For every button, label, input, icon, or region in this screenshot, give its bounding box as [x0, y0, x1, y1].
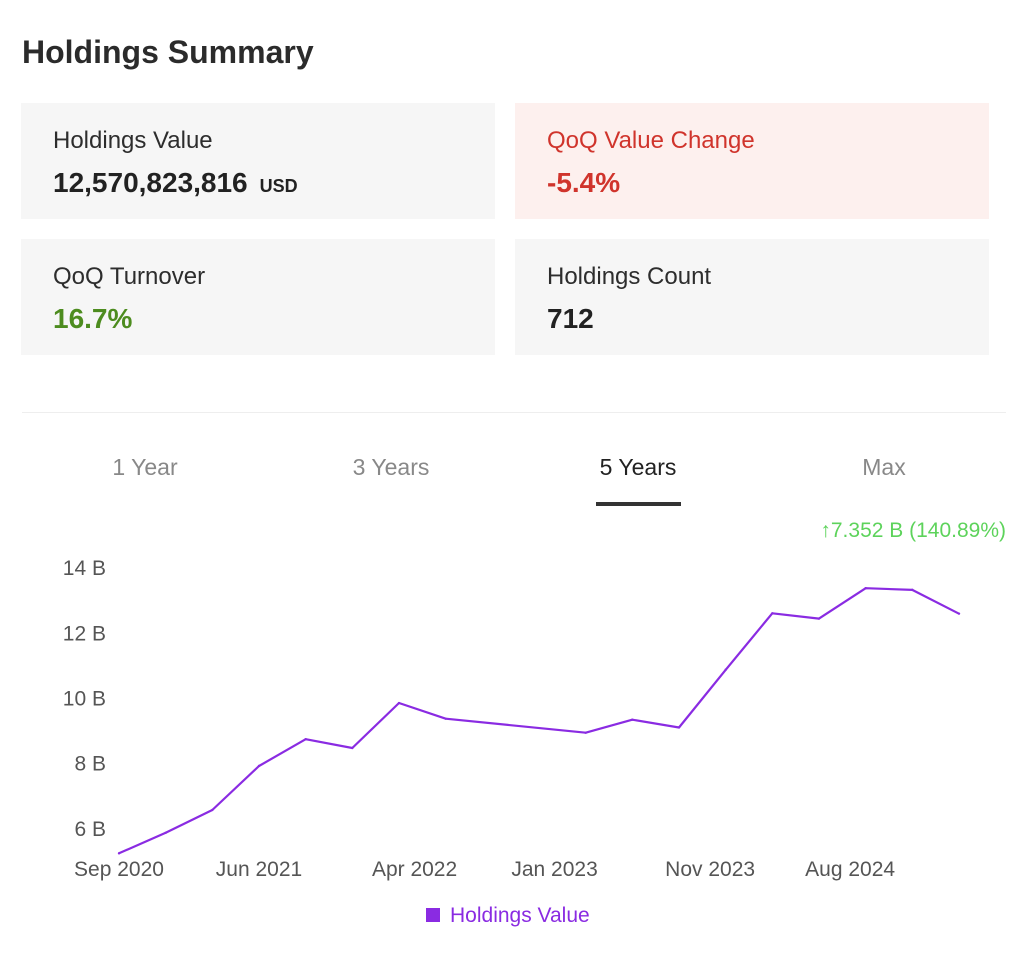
data-point — [444, 717, 447, 720]
holdings-value-chart: 6 B 8 B 10 B 12 B 14 B Sep 2020 Jun 2021 Apr 20… — [63, 557, 961, 881]
qoq-value-change-label: QoQ Value Change — [547, 127, 755, 154]
data-point — [304, 738, 307, 741]
qoq-turnover-label: QoQ Turnover — [53, 263, 206, 290]
data-point — [164, 831, 167, 835]
y-tick-label: 14 B — [63, 557, 106, 580]
holdings-value-unit: USD — [259, 176, 298, 196]
holdings-value-label: Holdings Value — [53, 127, 213, 154]
qoq-value-change-card: QoQ Value Change -5.4% — [515, 103, 989, 219]
qoq-value-change-value: -5.4% — [547, 167, 621, 198]
legend-label: Holdings Value — [450, 904, 590, 927]
section-divider — [22, 412, 1006, 413]
y-tick-label: 10 B — [63, 687, 106, 710]
tab-1-year[interactable]: 1 Year — [112, 454, 178, 480]
series-line-holdings-value — [118, 587, 960, 855]
x-tick-label: Aug 2024 — [805, 858, 895, 881]
data-point — [817, 617, 821, 620]
x-tick-label: Sep 2020 — [74, 858, 164, 881]
tab-3-years[interactable]: 3 Years — [352, 454, 430, 480]
page-title: Holdings Summary — [22, 34, 314, 70]
data-point — [957, 612, 961, 615]
data-point — [911, 588, 914, 592]
data-point — [864, 587, 867, 590]
holdings-value-amount: 12,570,823,816 USD — [53, 167, 463, 202]
holdings-value-card: Holdings Value 12,570,823,816 USD — [21, 103, 495, 219]
active-tab-indicator — [596, 502, 681, 506]
x-tick-label: Nov 2023 — [665, 858, 755, 881]
tab-5-years[interactable]: 5 Years — [599, 454, 677, 480]
data-point — [211, 808, 214, 812]
qoq-turnover-value: 16.7% — [53, 303, 133, 334]
qoq-turnover-card: QoQ Turnover 16.7% — [21, 239, 495, 355]
x-tick-label: Jan 2023 — [511, 858, 597, 881]
data-point — [724, 668, 727, 671]
y-tick-label: 6 B — [74, 818, 106, 841]
holdings-count-card: Holdings Count 712 — [515, 239, 989, 355]
y-tick-label: 12 B — [63, 622, 106, 645]
data-point — [677, 726, 681, 729]
data-point — [351, 746, 354, 750]
x-tick-label: Apr 2022 — [372, 858, 457, 881]
period-change-badge: ↑7.352 B (140.89%) — [820, 519, 1006, 542]
data-point — [117, 852, 121, 855]
legend-item-holdings-value[interactable]: Holdings Value — [426, 904, 590, 928]
data-point — [631, 718, 634, 721]
data-point — [771, 612, 774, 615]
tab-max[interactable]: Max — [862, 454, 906, 480]
holdings-count-label: Holdings Count — [547, 263, 712, 290]
y-tick-label: 8 B — [74, 753, 106, 776]
x-tick-label: Jun 2021 — [216, 858, 302, 881]
holdings-value-number: 12,570,823,816 — [53, 167, 248, 198]
legend-swatch — [426, 908, 440, 922]
holdings-count-value: 712 — [547, 303, 594, 334]
data-point — [397, 701, 401, 705]
data-point — [584, 731, 587, 734]
data-point — [257, 764, 261, 768]
